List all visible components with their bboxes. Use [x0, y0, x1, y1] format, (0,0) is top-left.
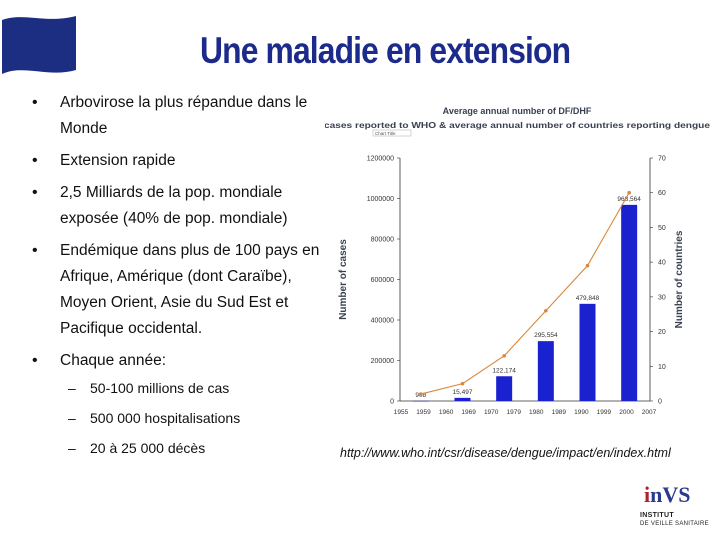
dengue-chart: Average annual number of DF/DHF cases re…: [325, 106, 710, 416]
bullet-extension: Extension rapide: [32, 148, 322, 174]
flag-icon: [2, 16, 76, 74]
bar-label-2: 15,497: [453, 389, 473, 396]
bullet-chaque-annee: Chaque année: 50-100 millions de cas 500…: [32, 348, 322, 458]
y2-tick-label: 70: [658, 156, 666, 163]
y2-tick-label: 40: [658, 260, 666, 267]
y-tick-label: 800000: [371, 237, 394, 244]
x-tick-label: 1999: [597, 409, 612, 416]
y-axis-title: Number of cases: [338, 239, 349, 320]
countries-point-6: [627, 190, 631, 195]
invs-logo: inVS INSTITUT DE VEILLE SANITAIRE: [636, 482, 712, 534]
x-tick-label: 2000: [619, 409, 634, 416]
bullet-arbovirose: Arbovirose la plus répandue dans le Mond…: [32, 90, 322, 142]
y-tick-label: 1200000: [367, 156, 394, 163]
countries-point-5: [585, 263, 590, 268]
bar-1: [412, 400, 429, 402]
y2-axis-title: Number of countries: [674, 230, 685, 328]
x-tick-label: 1960: [439, 409, 454, 416]
sub-bullet-deces: 20 à 25 000 décès: [60, 438, 322, 458]
bar-label-6: 968,564: [617, 196, 641, 203]
legend-label: Chart Title: [375, 131, 396, 136]
legend-box: [372, 129, 412, 137]
y-tick-label: 400000: [371, 318, 394, 325]
bar-label-3: 122,174: [492, 367, 516, 374]
source-url[interactable]: http://www.who.int/csr/disease/dengue/im…: [340, 446, 671, 460]
bar-5: [579, 303, 596, 401]
countries-line: [420, 192, 630, 395]
invs-logo-line1: INSTITUT: [640, 512, 674, 519]
bullet-list: Arbovirose la plus répandue dans le Mond…: [32, 90, 322, 468]
countries-point-3: [502, 354, 506, 358]
chart-title: Average annual number of DF/DHF: [443, 106, 592, 116]
x-tick-label: 1970: [484, 409, 499, 416]
countries-point-2: [460, 381, 465, 386]
flag-logo: [2, 16, 76, 74]
countries-point-1: [419, 392, 423, 396]
y-tick-label: 200000: [371, 358, 394, 365]
x-tick-label: 1980: [529, 409, 544, 416]
page-title: Une maladie en extension: [200, 30, 571, 71]
chart-subtitle: cases reported to WHO & average annual n…: [325, 120, 710, 130]
y2-tick-label: 10: [658, 364, 666, 371]
sub-bullet-list: 50-100 millions de cas 500 000 hospitali…: [60, 378, 322, 458]
sub-bullet-cas: 50-100 millions de cas: [60, 378, 322, 398]
bar-label-5: 479,848: [576, 295, 600, 302]
x-tick-label: 1955: [394, 409, 409, 416]
bar-3: [496, 376, 513, 401]
y2-tick-label: 0: [658, 399, 662, 406]
y2-tick-label: 50: [658, 225, 666, 232]
x-tick-label: 1989: [552, 409, 567, 416]
invs-logo-line2: DE VEILLE SANITAIRE: [640, 521, 709, 527]
y2-tick-label: 30: [658, 294, 666, 301]
y2-tick-label: 20: [658, 329, 666, 336]
bar-4: [537, 341, 554, 401]
y-tick-label: 600000: [371, 277, 394, 284]
y-tick-label: 0: [390, 399, 394, 406]
bar-label-4: 295,554: [534, 332, 558, 339]
x-tick-label: 1959: [416, 409, 431, 416]
y2-tick-label: 60: [658, 190, 666, 197]
x-tick-label: 1990: [574, 409, 589, 416]
x-tick-label: 1969: [461, 409, 476, 416]
bullet-chaque-annee-label: Chaque année:: [60, 352, 167, 369]
sub-bullet-hospitalisations: 500 000 hospitalisations: [60, 408, 322, 428]
x-tick-label: 1979: [506, 409, 521, 416]
bar-2: [454, 397, 471, 401]
invs-logo-mark: inVS: [644, 482, 691, 507]
y-tick-label: 1000000: [367, 196, 394, 203]
x-tick-label: 2007: [642, 409, 657, 416]
countries-point-4: [544, 308, 548, 313]
bullet-population: 2,5 Milliards de la pop. mondiale exposé…: [32, 180, 322, 232]
bar-6: [621, 204, 638, 401]
bullet-endemique: Endémique dans plus de 100 pays en Afriq…: [32, 238, 322, 342]
